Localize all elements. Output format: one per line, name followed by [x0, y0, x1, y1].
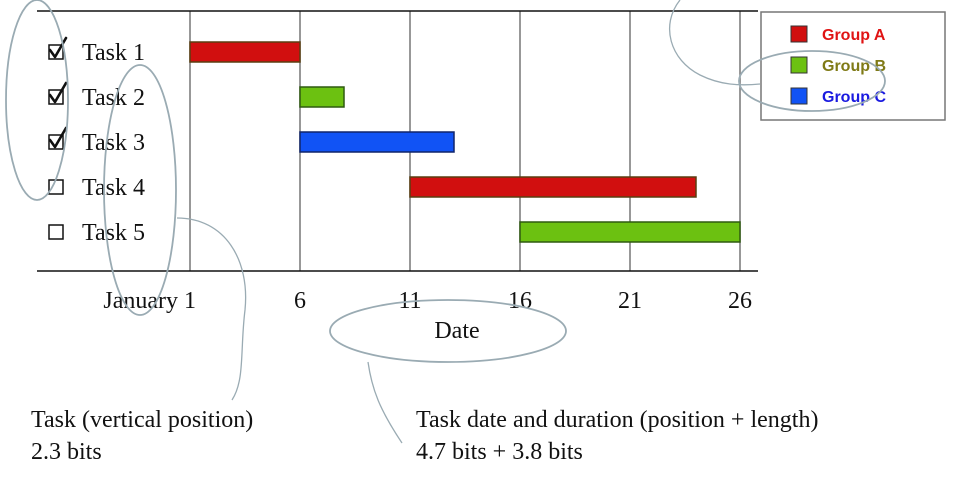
task-bar: [409, 176, 697, 198]
date-annotation-bits: 4.7 bits + 3.8 bits: [416, 439, 583, 465]
legend-label: Group C: [822, 89, 886, 106]
task-bar: [189, 41, 301, 63]
checkmark-icon: [48, 81, 68, 104]
task-row: Task 1: [48, 36, 145, 66]
x-tick-label: 26: [728, 288, 752, 314]
task-label: Task 5: [82, 220, 145, 246]
legend-label: Group A: [822, 27, 886, 44]
unchecked-box-icon: [48, 224, 64, 240]
task-row: Task 3: [48, 126, 145, 156]
annotation-ellipses: [5, 0, 886, 363]
task-bar: [299, 86, 345, 108]
checkmark-icon: [48, 126, 68, 149]
legend-connector: [668, 0, 761, 86]
checkbox-ellipse: [5, 0, 69, 201]
task-row: Task 4: [48, 175, 145, 201]
x-tick-label: 6: [294, 288, 306, 314]
task-bar: [519, 221, 741, 243]
task-rows: Task 1 Task 2 Task 3 Task 4 Task 5: [48, 36, 145, 246]
x-tick-label: 16: [508, 288, 532, 314]
task-bar: [299, 131, 455, 153]
date-connector: [367, 361, 403, 444]
legend-item: Group B: [790, 56, 886, 75]
task-label: Task 3: [82, 130, 145, 156]
task-label-ellipse: [103, 64, 177, 316]
legend-swatch: [790, 56, 808, 74]
legend-item: Group C: [790, 87, 886, 106]
task-label: Task 1: [82, 40, 145, 66]
date-annotation: Task date and duration (position + lengt…: [416, 404, 818, 468]
x-tick-label: 21: [618, 288, 642, 314]
date-annotation-label: Task date and duration (position + lengt…: [416, 407, 819, 433]
legend-ellipse: [738, 50, 886, 112]
task-row: Task 5: [48, 220, 145, 246]
task-row: Task 2: [48, 81, 145, 111]
task-bars: [189, 41, 741, 243]
legend: Group A Group B Group C: [760, 11, 946, 121]
task-annotation-bits: 2.3 bits: [31, 439, 102, 465]
task-label: Task 4: [82, 175, 145, 201]
task-annotation-label: Task (vertical position): [31, 407, 254, 433]
legend-swatch: [790, 87, 808, 105]
x-axis-label: Date: [434, 318, 479, 344]
task-connector: [176, 217, 247, 401]
unchecked-box-icon: [48, 179, 64, 195]
annotation-connectors: [176, 0, 761, 444]
date-label-ellipse: [329, 299, 567, 363]
task-annotation: Task (vertical position) 2.3 bits: [31, 404, 253, 468]
legend-item: Group A: [790, 25, 886, 44]
legend-swatch: [790, 25, 808, 43]
